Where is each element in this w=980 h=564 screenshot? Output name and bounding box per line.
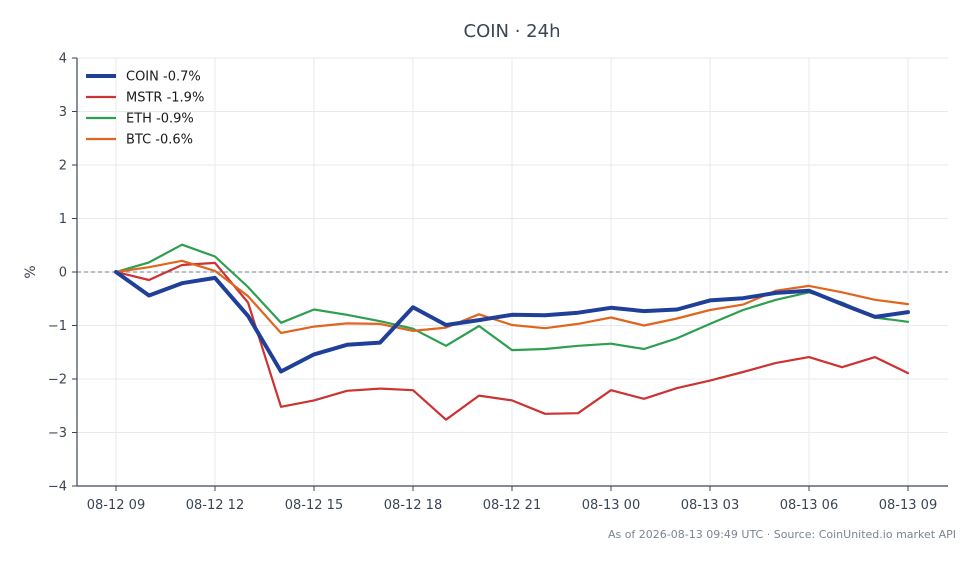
x-tick-label: 08-13 09 bbox=[879, 498, 937, 513]
y-tick-label: 3 bbox=[59, 105, 67, 120]
y-tick-label: 2 bbox=[59, 159, 67, 174]
series-line-eth bbox=[114, 243, 910, 352]
series-group bbox=[114, 243, 910, 421]
y-tick-label: 0 bbox=[59, 266, 67, 281]
x-tick-label: 08-12 09 bbox=[87, 498, 145, 513]
legend-label: MSTR -1.9% bbox=[126, 91, 204, 106]
legend: COIN -0.7% MSTR -1.9% ETH -0.9% BTC -0.6% bbox=[86, 70, 204, 148]
x-tick-label: 08-12 21 bbox=[483, 498, 541, 513]
footer-source: As of 2026-08-13 09:49 UTC · Source: Coi… bbox=[608, 528, 956, 541]
series-line-btc bbox=[114, 259, 910, 335]
y-axis-label: % bbox=[23, 265, 39, 278]
chart-title: COIN · 24h bbox=[464, 21, 561, 42]
y-tick-label: −1 bbox=[48, 319, 67, 334]
series-line-coin bbox=[114, 270, 910, 374]
axes: −4 −3 −2 −1 0 1 2 3 4 08-12 09 08-12 12 08-12 15 08-… bbox=[48, 52, 948, 513]
x-tick-label: 08-12 18 bbox=[384, 498, 442, 513]
series-line-mstr bbox=[114, 261, 910, 421]
legend-label: BTC -0.6% bbox=[126, 133, 193, 148]
y-tick-label: 4 bbox=[59, 52, 67, 67]
y-tick-label: −3 bbox=[48, 426, 67, 441]
y-tick-label: −2 bbox=[48, 373, 67, 388]
x-tick-label: 08-13 03 bbox=[681, 498, 739, 513]
x-tick-label: 08-13 00 bbox=[582, 498, 640, 513]
y-tick-label: 1 bbox=[59, 212, 67, 227]
legend-label: COIN -0.7% bbox=[126, 70, 201, 85]
y-tick-label: −4 bbox=[48, 480, 67, 495]
x-tick-label: 08-13 06 bbox=[780, 498, 838, 513]
legend-label: ETH -0.9% bbox=[126, 112, 194, 127]
x-tick-label: 08-12 12 bbox=[186, 498, 244, 513]
x-tick-label: 08-12 15 bbox=[285, 498, 343, 513]
